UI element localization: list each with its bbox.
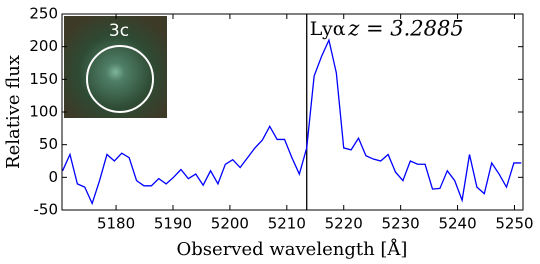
y-tick-label: 0 (48, 168, 58, 186)
x-tick-label: 5220 (325, 215, 363, 233)
y-tick-label: 50 (39, 135, 58, 153)
redshift-annotation: z = 3.2885 (347, 17, 464, 41)
inset-label: 3c (109, 21, 129, 41)
spectrum-line (61, 38, 522, 206)
y-tick-label: 100 (29, 103, 58, 121)
x-tick-label: 5230 (382, 215, 420, 233)
y-tick-label: -50 (34, 201, 59, 219)
lya-label: Lyα (310, 18, 346, 40)
x-axis-label: Observed wavelength [Å] (177, 238, 408, 260)
x-tick-label: 5210 (268, 215, 306, 233)
plot-frame (61, 13, 524, 211)
y-axis-label: Relative flux (3, 55, 24, 169)
x-tick-label: 5240 (438, 215, 476, 233)
x-tick-label: 5200 (211, 215, 249, 233)
y-tick-label: 150 (29, 70, 58, 88)
x-tick-label: 5250 (495, 215, 533, 233)
y-tick-label: 200 (29, 37, 58, 55)
y-tick-label: 250 (29, 5, 58, 23)
x-tick-label: 5190 (154, 215, 192, 233)
x-tick-label: 5180 (97, 215, 135, 233)
inset-circle (86, 45, 154, 113)
